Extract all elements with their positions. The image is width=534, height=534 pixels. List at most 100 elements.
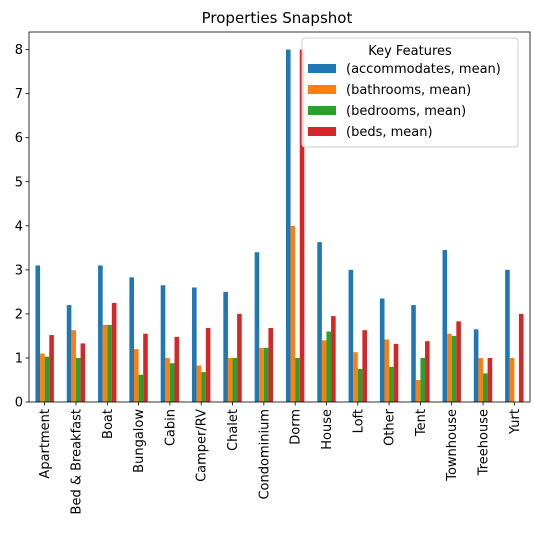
bar	[393, 343, 399, 402]
bar	[420, 357, 426, 402]
y-tick-label: 5	[15, 175, 23, 190]
bar	[425, 341, 430, 402]
bar	[442, 250, 448, 402]
bar	[487, 357, 493, 402]
bars-group	[35, 49, 524, 403]
bar	[44, 356, 50, 402]
bar	[389, 366, 394, 402]
y-tick-label: 2	[15, 307, 23, 322]
bar	[415, 379, 421, 402]
bar	[295, 357, 300, 402]
bar	[379, 298, 385, 402]
bar	[299, 49, 305, 403]
bar	[326, 331, 332, 402]
legend-swatch	[308, 127, 336, 136]
bar	[384, 339, 390, 402]
bar	[331, 316, 336, 402]
x-tick-label: Camper/RV	[195, 409, 210, 482]
x-tick-label: Apartment	[38, 409, 53, 479]
axes-group: 0 1 2 3 4 5 6 7 8 Apartment Bed & Breakfast Boat Bun…	[15, 31, 531, 514]
y-tick-label: 0	[15, 396, 23, 411]
bar	[254, 252, 260, 402]
y-tick-label: 6	[15, 131, 23, 146]
bar	[348, 269, 354, 402]
bar	[165, 357, 170, 402]
bar	[263, 347, 269, 402]
bar	[75, 357, 81, 402]
bar	[362, 330, 367, 402]
bar	[174, 336, 180, 402]
bar	[456, 321, 461, 402]
bar	[505, 269, 510, 402]
bar	[451, 335, 457, 402]
bar	[232, 357, 238, 402]
bar	[518, 313, 524, 402]
bar	[129, 277, 134, 402]
x-tick-label: Condominium	[257, 409, 272, 500]
x-tick-label: Townhouse	[445, 409, 460, 482]
x-tick-label: Treehouse	[477, 409, 492, 476]
bar	[509, 357, 515, 402]
x-tick-label: Cabin	[163, 409, 178, 446]
bar	[40, 353, 45, 402]
bar	[201, 372, 206, 402]
bar	[138, 374, 144, 402]
bar	[169, 363, 175, 402]
bar	[205, 328, 211, 402]
legend-label: (bathrooms, mean)	[346, 83, 471, 98]
bar	[80, 343, 86, 402]
bar	[102, 324, 108, 402]
x-tick-label: Boat	[101, 409, 116, 439]
bar	[259, 347, 264, 402]
bar	[107, 324, 112, 402]
bar	[268, 328, 274, 402]
bar	[285, 49, 291, 403]
legend-title: Key Features	[368, 44, 452, 59]
bar	[227, 357, 233, 402]
x-tick-label: House	[320, 409, 335, 450]
x-tick-label: Dorm	[289, 409, 304, 445]
x-tick-label: Chalet	[226, 409, 241, 451]
x-tick-label: Bed & Breakfast	[69, 409, 84, 514]
y-tick-label: 7	[15, 87, 23, 102]
legend-label: (accommodates, mean)	[346, 62, 501, 77]
plot-frame	[28, 31, 531, 403]
bar	[447, 333, 452, 402]
x-tick-label: Other	[383, 408, 398, 446]
bar	[357, 368, 363, 402]
bar	[317, 242, 322, 402]
legend-label: (beds, mean)	[346, 125, 433, 140]
legend: Key Features (accommodates, mean) (bathroo…	[301, 37, 519, 148]
bar	[71, 330, 76, 402]
x-tick-label: Loft	[351, 409, 366, 433]
bar	[192, 287, 197, 402]
bar	[133, 349, 139, 402]
y-tick-label: 8	[15, 43, 23, 58]
bar	[49, 335, 54, 402]
y-tick-label: 4	[15, 219, 23, 234]
chart-title: Properties Snapshot	[202, 9, 353, 27]
bar	[321, 340, 327, 402]
x-tick-label: Tent	[414, 409, 429, 437]
bar	[143, 333, 148, 402]
y-tick-label: 3	[15, 263, 23, 278]
bar	[66, 305, 72, 402]
x-tick-label: Bungalow	[132, 409, 147, 473]
bar	[483, 373, 488, 402]
bar	[111, 302, 117, 402]
bar	[98, 265, 103, 402]
y-tick-label: 1	[15, 351, 23, 366]
legend-swatch	[308, 64, 336, 73]
legend-box	[301, 37, 519, 148]
legend-swatch	[308, 85, 336, 94]
x-tick-label: Yurt	[508, 409, 523, 435]
bar	[473, 329, 479, 402]
legend-label: (bedrooms, mean)	[346, 104, 466, 119]
bar	[237, 313, 242, 402]
bar	[223, 291, 228, 402]
legend-swatch	[308, 106, 336, 115]
bar	[35, 265, 41, 402]
bar	[290, 225, 296, 402]
bar	[411, 305, 416, 402]
